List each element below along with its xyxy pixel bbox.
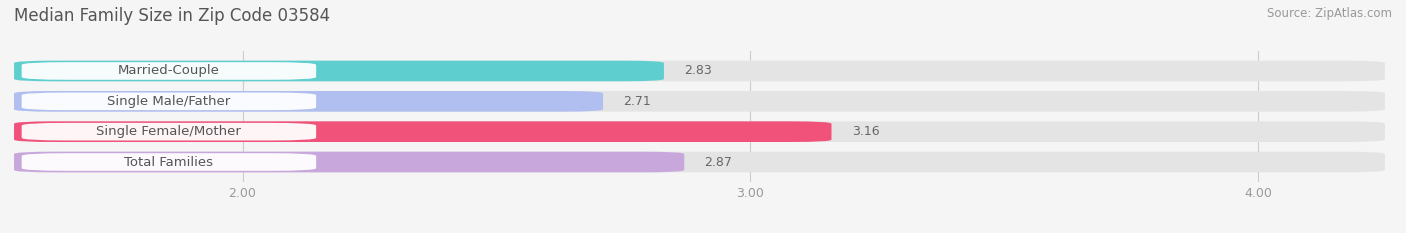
Text: Married-Couple: Married-Couple [118, 65, 219, 78]
Text: Median Family Size in Zip Code 03584: Median Family Size in Zip Code 03584 [14, 7, 330, 25]
FancyBboxPatch shape [21, 62, 316, 80]
FancyBboxPatch shape [14, 61, 1385, 81]
Text: 3.16: 3.16 [852, 125, 879, 138]
Text: 2.87: 2.87 [704, 155, 733, 168]
Text: Source: ZipAtlas.com: Source: ZipAtlas.com [1267, 7, 1392, 20]
Text: Single Male/Father: Single Male/Father [107, 95, 231, 108]
FancyBboxPatch shape [14, 91, 603, 112]
FancyBboxPatch shape [14, 61, 664, 81]
FancyBboxPatch shape [14, 121, 1385, 142]
FancyBboxPatch shape [14, 121, 831, 142]
FancyBboxPatch shape [14, 91, 1385, 112]
FancyBboxPatch shape [14, 152, 685, 172]
FancyBboxPatch shape [21, 153, 316, 171]
Text: 2.71: 2.71 [623, 95, 651, 108]
Text: Single Female/Mother: Single Female/Mother [97, 125, 242, 138]
Text: Total Families: Total Families [124, 155, 214, 168]
FancyBboxPatch shape [21, 93, 316, 110]
FancyBboxPatch shape [21, 123, 316, 140]
Text: 2.83: 2.83 [685, 65, 711, 78]
FancyBboxPatch shape [14, 152, 1385, 172]
